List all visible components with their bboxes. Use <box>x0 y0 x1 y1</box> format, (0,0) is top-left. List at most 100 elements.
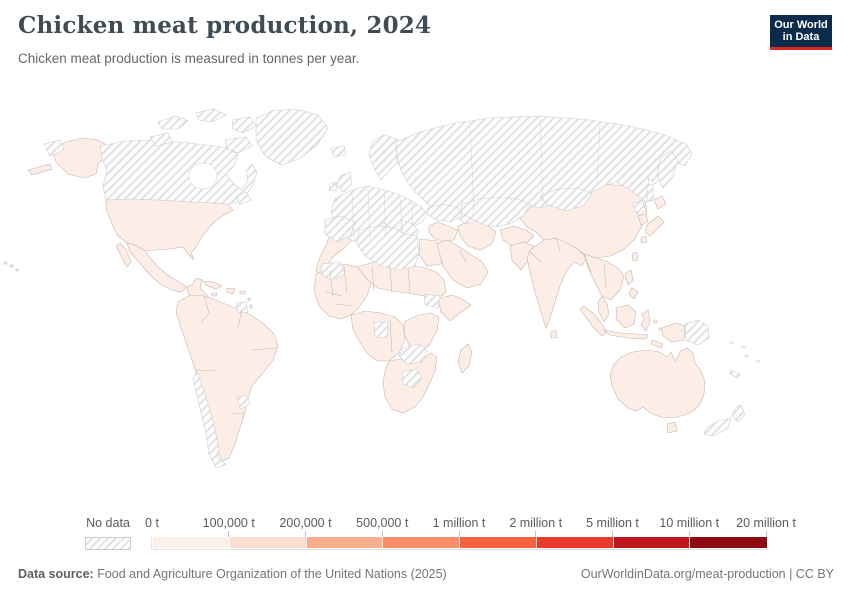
legend-tick <box>458 531 460 537</box>
map-region-baja[interactable] <box>115 242 132 268</box>
map-region-new-zealand[interactable] <box>703 404 746 437</box>
map-region-east-africa[interactable] <box>403 312 440 354</box>
legend-tick-label: 5 million t <box>586 516 639 530</box>
legend-tick-label: 10 million t <box>659 516 720 530</box>
legend-tick <box>688 531 690 537</box>
map-region-indochina[interactable] <box>583 253 625 301</box>
legend-bin[interactable] <box>689 537 767 548</box>
map-region-zambia[interactable] <box>398 343 428 365</box>
map-region-greenland[interactable] <box>255 108 329 166</box>
legend-tick-label: 20 million t <box>736 516 796 530</box>
legend-no-data-swatch[interactable] <box>85 537 131 550</box>
map-region-egypt[interactable] <box>418 238 444 267</box>
map-region-aleutians[interactable] <box>27 163 53 176</box>
map-region-chukotka[interactable] <box>43 139 65 157</box>
map-region-madagascar[interactable] <box>457 343 473 374</box>
map-region-south-sudan[interactable] <box>423 293 441 309</box>
country-borders-nodata <box>351 116 601 241</box>
map-region-mexico[interactable] <box>126 242 188 293</box>
map-region-kamchatka[interactable] <box>656 150 679 189</box>
hudson-bay <box>188 162 218 190</box>
map-region-jamaica[interactable] <box>211 292 218 297</box>
map-region-lesser-antilles[interactable] <box>247 297 253 309</box>
map-region-iceland[interactable] <box>330 145 347 158</box>
map-region-hispaniola[interactable] <box>226 287 236 295</box>
map-region-tasmania[interactable] <box>666 421 678 434</box>
legend-tick <box>765 531 767 537</box>
map-region-alaska[interactable] <box>51 137 109 179</box>
legend-bin[interactable] <box>228 537 307 548</box>
map-region-papua-new-guinea[interactable] <box>684 319 710 346</box>
data-source-label: Data source: <box>18 567 94 581</box>
map-region-ireland[interactable] <box>328 181 338 192</box>
map-region-mongolia[interactable] <box>539 187 593 212</box>
map-region-india[interactable] <box>526 237 587 329</box>
owid-logo-line2: in Data <box>782 31 820 43</box>
page-title: Chicken meat production, 2024 <box>18 12 432 39</box>
map-region-west-papua[interactable] <box>661 322 686 343</box>
map-region-taiwan[interactable] <box>631 251 639 262</box>
legend-tick <box>228 531 230 537</box>
legend-tick <box>305 531 306 537</box>
legend-bin[interactable] <box>152 537 230 548</box>
map-region-mauritania[interactable] <box>320 261 346 281</box>
legend-tick-label: 200,000 t <box>279 516 332 530</box>
legend-tick-label: 1 million t <box>432 516 486 530</box>
map-region-levant-iraq[interactable] <box>428 221 459 243</box>
legend-tick-label: 500,000 t <box>356 516 409 530</box>
map-region-iberia[interactable] <box>324 215 356 243</box>
data-source-text: Data source: Food and Agriculture Organi… <box>18 567 447 581</box>
legend-tick <box>612 531 613 537</box>
legend-tick-label: 100,000 t <box>202 516 255 530</box>
map-region-cuba[interactable] <box>202 280 223 290</box>
map-region-canada[interactable] <box>99 139 258 205</box>
map-region-turkey[interactable] <box>426 203 463 223</box>
legend-bins: 0 t 100,000 t 200,000 t 500,000 t 1 million … <box>145 514 796 554</box>
map-region-horn-of-africa[interactable] <box>437 294 472 322</box>
legend-tick-label: 2 million t <box>509 516 563 530</box>
legend-bin[interactable] <box>535 537 614 548</box>
map-region-south-america[interactable] <box>175 294 279 462</box>
legend-bin[interactable] <box>459 537 537 548</box>
map-region-arctic-islands[interactable] <box>149 108 257 154</box>
legend-tick-label: 0 t <box>145 516 159 530</box>
map-region-sakhalin[interactable] <box>646 183 654 203</box>
map-region-sumatra[interactable] <box>579 305 608 337</box>
map-region-japan[interactable] <box>640 195 667 244</box>
map-region-algeria-libya[interactable] <box>356 225 420 271</box>
map-region-chile[interactable] <box>192 371 227 469</box>
map-region-australia[interactable] <box>609 347 706 419</box>
owid-logo-line1: Our World <box>774 18 828 31</box>
legend-bin[interactable] <box>382 537 460 548</box>
map-region-arabia[interactable] <box>436 239 489 289</box>
owid-logo[interactable]: Our World in Data <box>770 15 832 50</box>
map-region-botswana[interactable] <box>401 368 423 389</box>
map-region-timor-moluccas[interactable] <box>650 319 664 349</box>
map-region-north-korea[interactable] <box>631 199 647 217</box>
legend-no-data-label: No data <box>86 516 130 530</box>
map-region-sri-lanka[interactable] <box>550 329 558 339</box>
legend-bin[interactable] <box>612 537 691 548</box>
map-region-newfoundland[interactable] <box>235 191 252 206</box>
map-region-hawaii[interactable] <box>3 261 19 272</box>
footer-link[interactable]: OurWorldinData.org/meat-production | CC … <box>580 567 834 581</box>
map-region-borneo[interactable] <box>615 304 637 329</box>
legend-tick <box>535 531 537 537</box>
map-region-puerto-rico[interactable] <box>239 290 246 295</box>
map-region-uruguay[interactable] <box>236 394 251 410</box>
data-source-value: Food and Agriculture Organization of the… <box>93 567 447 581</box>
map-region-uk[interactable] <box>336 171 353 193</box>
map-region-java[interactable] <box>602 329 649 340</box>
map-region-malay-peninsula[interactable] <box>597 295 610 323</box>
map-region-gabon[interactable] <box>373 321 389 339</box>
map-region-french-guiana[interactable] <box>235 301 249 314</box>
map-region-south-korea[interactable] <box>637 213 649 226</box>
legend-bin[interactable] <box>305 537 384 548</box>
map-region-sulawesi[interactable] <box>640 309 651 332</box>
map-region-central-asia[interactable] <box>460 196 531 228</box>
legend-tick <box>381 531 383 537</box>
map-region-pacific-islands[interactable] <box>729 341 761 379</box>
map-region-afghanistan[interactable] <box>499 225 535 247</box>
map-region-philippines[interactable] <box>624 269 639 300</box>
